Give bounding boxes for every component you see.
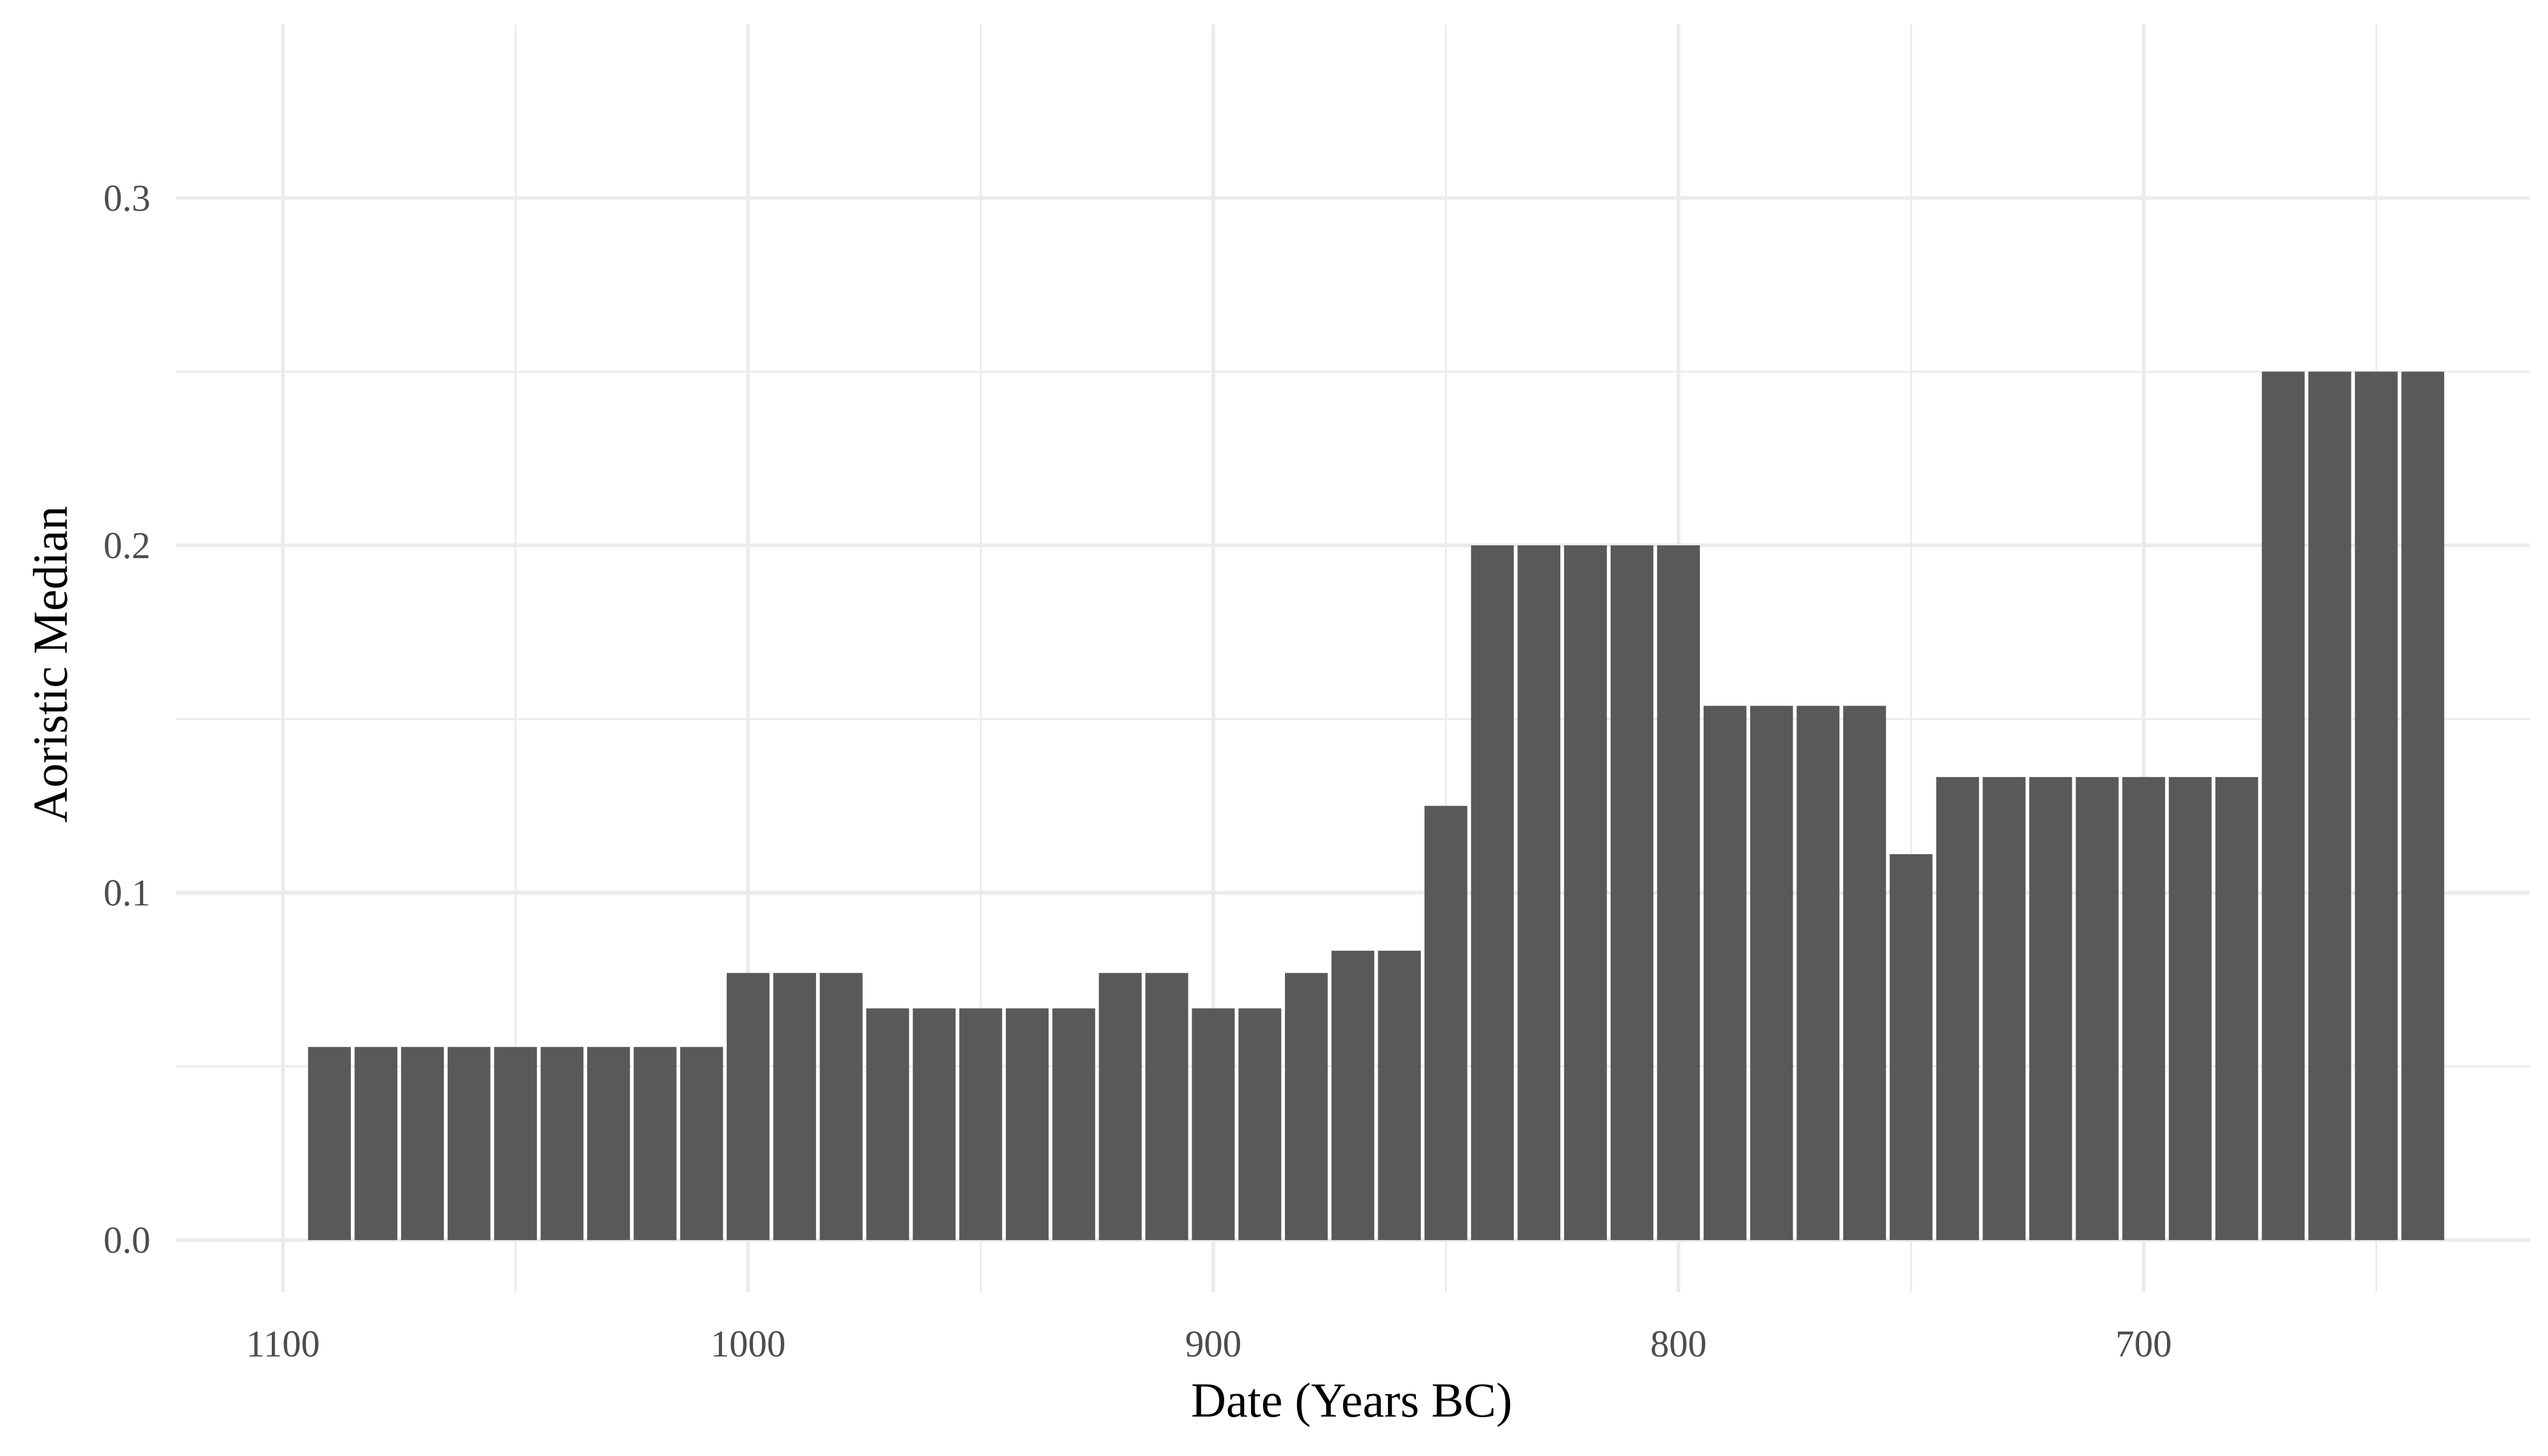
y-tick-label: 0.0 xyxy=(104,1220,151,1261)
bar xyxy=(1145,972,1188,1241)
x-tick-label: 900 xyxy=(1185,1324,1241,1365)
bar xyxy=(1657,545,1700,1241)
bar xyxy=(1936,777,1980,1241)
bar xyxy=(1471,545,1514,1241)
bar xyxy=(2075,777,2119,1241)
bar xyxy=(1750,706,1793,1241)
bar xyxy=(1099,972,1142,1241)
bar xyxy=(401,1046,444,1241)
y-tick-labels: 0.0 0.1 0.2 0.3 xyxy=(104,178,151,1261)
bar xyxy=(541,1046,584,1241)
x-tick-labels: 1100 1000 900 800 700 xyxy=(246,1324,2172,1365)
x-tick-label: 800 xyxy=(1650,1324,1707,1365)
bar xyxy=(1843,706,1886,1241)
bar xyxy=(820,972,863,1241)
bar xyxy=(1517,545,1560,1241)
y-tick-label: 0.3 xyxy=(104,178,151,219)
bar xyxy=(1378,951,1421,1241)
bar xyxy=(1238,1008,1281,1241)
bar xyxy=(866,1008,909,1241)
bar xyxy=(1424,806,1468,1241)
x-tick-label: 1100 xyxy=(246,1324,320,1365)
y-axis-title: Aoristic Median xyxy=(24,506,78,823)
bar xyxy=(494,1046,538,1241)
bar xyxy=(308,1046,351,1241)
bar xyxy=(1983,777,2026,1241)
bar xyxy=(587,1046,630,1241)
x-tick-label: 1000 xyxy=(710,1324,786,1365)
bar xyxy=(959,1008,1002,1241)
bar xyxy=(447,1046,491,1241)
bar xyxy=(726,972,770,1241)
bar xyxy=(2122,777,2165,1241)
bar xyxy=(2168,777,2212,1241)
bar xyxy=(912,1008,956,1241)
bar xyxy=(2262,371,2305,1241)
bar xyxy=(2401,371,2444,1241)
bar xyxy=(633,1046,677,1241)
y-tick-label: 0.2 xyxy=(104,525,151,567)
bar xyxy=(1796,706,1840,1241)
bar xyxy=(1610,545,1654,1241)
bar xyxy=(2308,371,2351,1241)
bars xyxy=(308,371,2444,1241)
bar xyxy=(2354,371,2398,1241)
bar xyxy=(1052,1008,1096,1241)
bar xyxy=(1285,972,1328,1241)
bar xyxy=(354,1046,397,1241)
bar xyxy=(773,972,817,1241)
bar xyxy=(1191,1008,1235,1241)
x-axis-title: Date (Years BC) xyxy=(1191,1374,1512,1427)
bar xyxy=(1704,706,1747,1241)
y-tick-label: 0.1 xyxy=(104,873,151,914)
x-tick-label: 700 xyxy=(2115,1324,2172,1365)
bar xyxy=(2215,777,2259,1241)
bar xyxy=(1331,951,1375,1241)
bar xyxy=(680,1046,723,1241)
bar xyxy=(1564,545,1607,1241)
bar xyxy=(1889,854,1933,1241)
bar xyxy=(2029,777,2072,1241)
bar xyxy=(1005,1008,1049,1241)
